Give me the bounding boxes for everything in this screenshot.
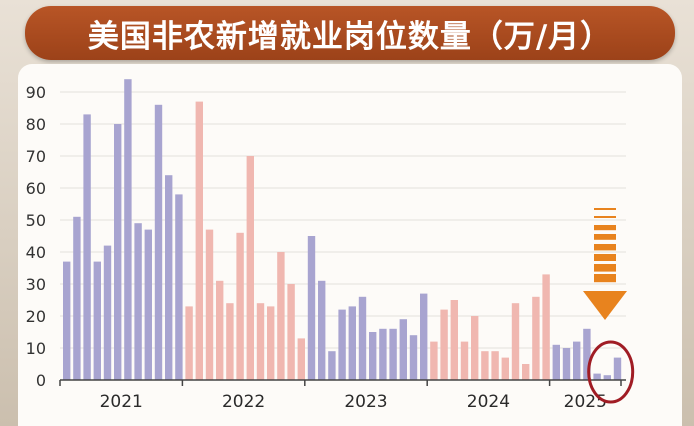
- bar: [236, 232, 244, 380]
- bar: [154, 104, 163, 381]
- x-tick-label: 2021: [100, 392, 143, 412]
- bar: [573, 341, 581, 380]
- bar: [501, 357, 509, 380]
- bar: [603, 375, 611, 380]
- bar: [379, 328, 387, 380]
- bar: [307, 236, 316, 380]
- arrow-down-icon: [583, 291, 627, 320]
- highlight-circle: [587, 340, 635, 404]
- arrow-dash: [594, 264, 616, 272]
- y-axis-ticks: 0 10 20 30 40 50 60 70 80 90: [26, 83, 46, 390]
- bar: [134, 223, 142, 380]
- bar: [267, 306, 275, 380]
- bar: [297, 338, 305, 380]
- bar: [562, 348, 571, 380]
- bar: [114, 124, 122, 380]
- bar: [460, 341, 469, 380]
- x-axis: 2021 2022 2023 2024 2025: [59, 379, 626, 412]
- bar: [216, 280, 224, 380]
- bar: [205, 229, 214, 380]
- bar: [144, 229, 152, 380]
- arrow-dash: [594, 274, 616, 283]
- bar: [277, 252, 285, 380]
- x-tick-label: 2022: [222, 392, 265, 412]
- bar: [440, 309, 448, 380]
- arrow-dash: [594, 216, 616, 218]
- bar: [471, 316, 479, 380]
- bar: [399, 319, 407, 380]
- bar: [542, 274, 550, 380]
- bar: [430, 341, 438, 380]
- bar: [481, 351, 489, 380]
- bar: [195, 101, 203, 380]
- arrow-dash: [594, 254, 616, 261]
- y-tick-label: 30: [26, 275, 46, 294]
- bar: [328, 351, 336, 380]
- y-tick-label: 20: [26, 307, 46, 326]
- bar: [124, 79, 132, 380]
- bar: [338, 309, 346, 380]
- bar: [583, 328, 591, 380]
- bar: [175, 194, 183, 380]
- bar: [532, 296, 540, 380]
- bar: [287, 284, 295, 380]
- y-tick-label: 10: [26, 339, 46, 358]
- x-tick-label: 2025: [564, 392, 607, 412]
- chart-title: 美国非农新增就业岗位数量（万/月）: [87, 18, 613, 55]
- arrow-dash: [594, 244, 616, 251]
- bar: [593, 373, 601, 380]
- bar: [358, 296, 367, 380]
- bar: [83, 114, 91, 381]
- bar: [73, 216, 81, 380]
- arrow-dash: [594, 234, 616, 240]
- bar: [409, 335, 418, 380]
- annotations: [583, 208, 635, 404]
- bar: [93, 261, 101, 380]
- y-tick-label: 90: [26, 83, 46, 102]
- bar: [226, 303, 234, 380]
- bar: [256, 303, 265, 380]
- x-tick-label: 2024: [467, 392, 510, 412]
- bar: [369, 332, 377, 380]
- arrow-dash: [594, 208, 616, 210]
- bar: [318, 280, 326, 380]
- bar: [552, 344, 560, 380]
- bar: [246, 156, 254, 380]
- bar: [63, 261, 71, 380]
- bar: [491, 351, 499, 380]
- bar: [389, 328, 397, 380]
- y-tick-label: 50: [26, 211, 46, 230]
- bar: [103, 245, 112, 380]
- bar: [348, 306, 356, 380]
- bar: [185, 306, 193, 380]
- y-tick-label: 70: [26, 147, 46, 166]
- bar: [450, 300, 458, 380]
- y-tick-label: 60: [26, 179, 46, 198]
- bar: [522, 364, 530, 380]
- bar: [165, 175, 173, 380]
- y-tick-label: 40: [26, 243, 46, 262]
- bar: [511, 303, 520, 380]
- y-tick-label: 0: [36, 371, 46, 390]
- arrow-dash: [594, 225, 616, 231]
- x-tick-label: 2023: [344, 392, 387, 412]
- bar: [613, 357, 622, 380]
- title-banner: 美国非农新增就业岗位数量（万/月）: [25, 6, 675, 60]
- y-tick-label: 80: [26, 115, 46, 134]
- bars: [63, 79, 622, 381]
- bar: [420, 293, 428, 380]
